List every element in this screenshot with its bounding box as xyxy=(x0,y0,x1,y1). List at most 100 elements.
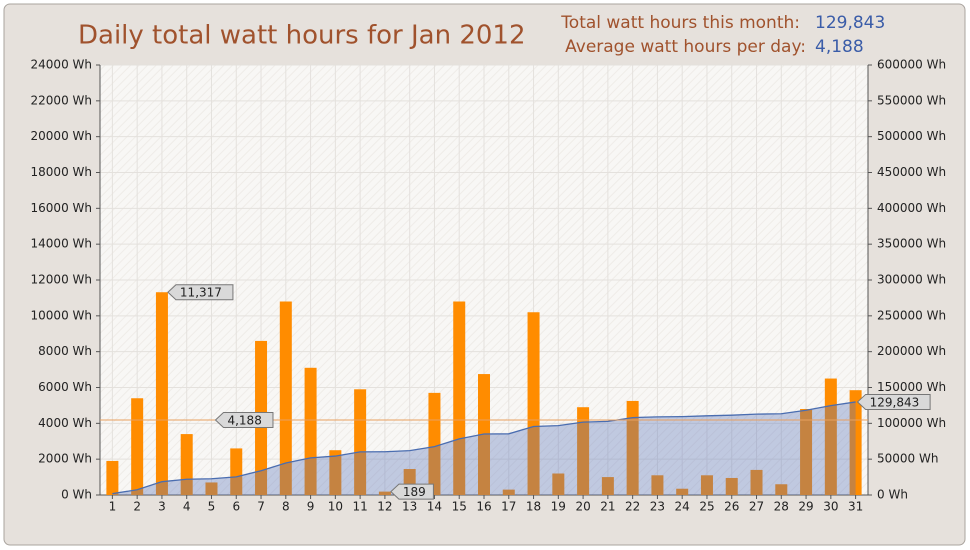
x-tick-label: 26 xyxy=(724,500,739,514)
value-label: 129,843 xyxy=(870,395,920,409)
x-tick-label: 29 xyxy=(798,500,813,514)
x-tick-label: 13 xyxy=(402,500,417,514)
average-label-box xyxy=(214,411,274,428)
y-tick-label: 22000 Wh xyxy=(31,93,92,107)
x-tick-label: 20 xyxy=(575,500,590,514)
value-label-box xyxy=(167,284,234,301)
bar xyxy=(428,392,441,495)
x-tick-label: 14 xyxy=(427,500,442,514)
summary-value: 4,188 xyxy=(815,37,864,57)
x-tick-label: 15 xyxy=(452,500,467,514)
bar xyxy=(131,398,144,495)
y-tick-label: 6000 Wh xyxy=(38,380,92,394)
x-tick-label: 24 xyxy=(675,500,690,514)
y2-tick-label: 400000 Wh xyxy=(877,201,946,215)
value-label-box xyxy=(390,483,434,500)
y2-tick-label: 0 Wh xyxy=(877,488,908,502)
x-tick-label: 10 xyxy=(328,500,343,514)
y2-tick-label: 100000 Wh xyxy=(877,416,946,430)
x-tick-label: 21 xyxy=(600,500,615,514)
y-tick-label: 14000 Wh xyxy=(31,237,92,251)
y-tick-label: 4000 Wh xyxy=(38,416,92,430)
bar xyxy=(651,475,664,495)
bar xyxy=(279,301,292,495)
x-tick-label: 6 xyxy=(232,500,240,514)
y2-tick-label: 150000 Wh xyxy=(877,380,946,394)
y-tick-label: 24000 Wh xyxy=(31,58,92,72)
y2-tick-label: 250000 Wh xyxy=(877,308,946,322)
summary-label: Average watt hours per day: xyxy=(565,37,806,57)
bar xyxy=(700,475,713,495)
y2-tick-label: 450000 Wh xyxy=(877,165,946,179)
x-tick-label: 7 xyxy=(257,500,265,514)
bar xyxy=(800,409,813,495)
x-tick-label: 27 xyxy=(749,500,764,514)
bar xyxy=(205,482,218,495)
x-tick-label: 30 xyxy=(823,500,838,514)
chart-title: Daily total watt hours for Jan 2012 xyxy=(78,21,526,51)
x-tick-label: 17 xyxy=(501,500,516,514)
x-tick-label: 23 xyxy=(650,500,665,514)
bar xyxy=(378,491,391,495)
y2-tick-label: 350000 Wh xyxy=(877,237,946,251)
y-tick-label: 0 Wh xyxy=(61,488,92,502)
average-label: 4,188 xyxy=(227,413,261,427)
x-tick-label: 16 xyxy=(476,500,491,514)
y2-tick-label: 50000 Wh xyxy=(877,452,938,466)
value-label-box xyxy=(856,393,931,410)
y-tick-label: 20000 Wh xyxy=(31,129,92,143)
x-tick-label: 9 xyxy=(307,500,315,514)
bar xyxy=(453,301,466,495)
y-tick-label: 8000 Wh xyxy=(38,344,92,358)
x-tick-label: 22 xyxy=(625,500,640,514)
bar xyxy=(230,448,243,495)
summary-value: 129,843 xyxy=(815,13,885,33)
x-tick-label: 12 xyxy=(377,500,392,514)
x-tick-label: 25 xyxy=(699,500,714,514)
y-tick-label: 10000 Wh xyxy=(31,308,92,322)
bar xyxy=(106,460,119,495)
y-tick-label: 18000 Wh xyxy=(31,165,92,179)
cumulative-area xyxy=(112,401,856,495)
bar xyxy=(601,477,614,495)
x-tick-label: 5 xyxy=(208,500,216,514)
bar xyxy=(775,484,788,495)
y2-tick-label: 550000 Wh xyxy=(877,93,946,107)
bar xyxy=(304,367,317,495)
bar xyxy=(502,489,515,495)
x-tick-label: 18 xyxy=(526,500,541,514)
x-tick-label: 28 xyxy=(774,500,789,514)
bar xyxy=(750,469,763,495)
bar xyxy=(527,312,540,495)
summary-label: Total watt hours this month: xyxy=(560,13,800,33)
value-label: 189 xyxy=(403,485,426,499)
bar xyxy=(626,400,639,495)
bar xyxy=(329,450,342,495)
x-tick-label: 1 xyxy=(109,500,117,514)
x-tick-label: 4 xyxy=(183,500,191,514)
bar xyxy=(676,488,689,495)
x-tick-label: 8 xyxy=(282,500,290,514)
y2-tick-label: 300000 Wh xyxy=(877,273,946,287)
x-tick-label: 11 xyxy=(352,500,367,514)
bar xyxy=(354,389,367,495)
x-tick-label: 2 xyxy=(133,500,141,514)
x-tick-label: 31 xyxy=(848,500,863,514)
x-tick-label: 19 xyxy=(551,500,566,514)
x-tick-label: 3 xyxy=(158,500,166,514)
y2-tick-label: 500000 Wh xyxy=(877,129,946,143)
y-tick-label: 2000 Wh xyxy=(38,452,92,466)
bar xyxy=(552,473,565,495)
cumulative-line xyxy=(112,401,856,495)
y-tick-label: 12000 Wh xyxy=(31,273,92,287)
bar xyxy=(725,477,738,495)
value-label: 11,317 xyxy=(180,286,222,300)
bar xyxy=(824,378,837,495)
bar xyxy=(155,292,168,495)
bar xyxy=(577,407,590,495)
y2-tick-label: 600000 Wh xyxy=(877,58,946,72)
y2-tick-label: 200000 Wh xyxy=(877,344,946,358)
bar xyxy=(849,390,862,495)
y-tick-label: 16000 Wh xyxy=(31,201,92,215)
